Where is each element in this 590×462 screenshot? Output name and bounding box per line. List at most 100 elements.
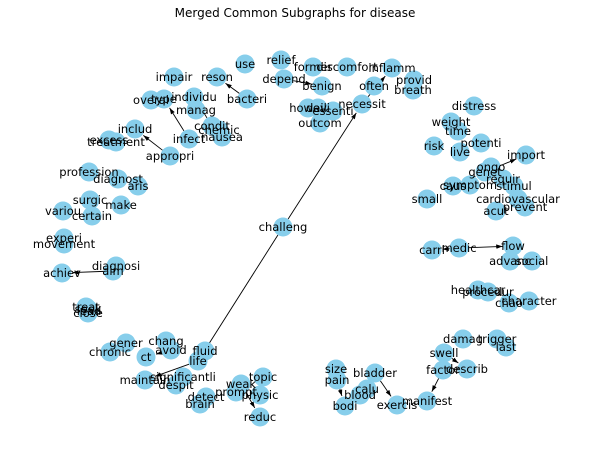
- node-physic[interactable]: [250, 385, 270, 405]
- node-discomfort[interactable]: [337, 57, 357, 77]
- node-manifest[interactable]: [417, 391, 437, 411]
- node-seek[interactable]: [78, 299, 98, 319]
- node-carri[interactable]: [422, 240, 442, 260]
- node-certain[interactable]: [82, 206, 102, 226]
- node-bladder[interactable]: [365, 363, 385, 383]
- node-symptom[interactable]: [460, 175, 480, 195]
- node-label-flow: flow: [501, 239, 525, 253]
- node-label-reson: reson: [201, 70, 233, 84]
- node-outcom[interactable]: [310, 113, 330, 133]
- node-brain[interactable]: [190, 394, 210, 414]
- node-includ[interactable]: [125, 119, 145, 139]
- node-label-advanc: advanc: [489, 254, 531, 268]
- node-time[interactable]: [448, 121, 468, 141]
- node-calu[interactable]: [357, 379, 377, 399]
- node-infect[interactable]: [179, 129, 199, 149]
- node-exercis[interactable]: [387, 395, 407, 415]
- node-topic[interactable]: [253, 367, 273, 387]
- node-label-procedur: procedur: [462, 285, 514, 299]
- node-former[interactable]: [303, 57, 323, 77]
- node-label-fluid: fluid: [192, 344, 217, 358]
- node-often[interactable]: [364, 76, 384, 96]
- node-character[interactable]: [519, 291, 539, 311]
- node-label-calu: calu: [355, 382, 379, 396]
- node-avoid[interactable]: [161, 340, 181, 360]
- node-label-pain: pain: [325, 373, 350, 387]
- node-procedur[interactable]: [478, 282, 498, 302]
- node-damag[interactable]: [453, 329, 473, 349]
- node-prompt[interactable]: [226, 382, 246, 402]
- node-factor[interactable]: [433, 360, 453, 380]
- node-nausea[interactable]: [212, 127, 232, 147]
- node-daili[interactable]: [308, 98, 328, 118]
- node-pain[interactable]: [327, 370, 347, 390]
- node-relief[interactable]: [271, 50, 291, 70]
- node-describ[interactable]: [457, 359, 477, 379]
- node-label-discomfort: discomfort: [316, 60, 378, 74]
- node-potenti[interactable]: [471, 133, 491, 153]
- node-despit[interactable]: [166, 375, 186, 395]
- node-challeng[interactable]: [273, 217, 293, 237]
- graph-title: Merged Common Subgraphs for disease: [175, 6, 416, 20]
- node-swell[interactable]: [434, 343, 454, 363]
- node-caus[interactable]: [443, 176, 463, 196]
- node-achiev[interactable]: [52, 263, 72, 283]
- node-life[interactable]: [188, 351, 208, 371]
- node-treatment[interactable]: [106, 132, 126, 152]
- node-aim[interactable]: [103, 261, 123, 281]
- node-impair[interactable]: [164, 67, 184, 87]
- node-social[interactable]: [522, 251, 542, 271]
- node-depend[interactable]: [274, 69, 294, 89]
- node-label-profession: profession: [59, 165, 118, 179]
- node-aris[interactable]: [128, 176, 148, 196]
- node-ct[interactable]: [136, 347, 156, 367]
- node-bodi[interactable]: [335, 396, 355, 416]
- node-profession[interactable]: [79, 162, 99, 182]
- node-maintain[interactable]: [135, 370, 155, 390]
- node-movement[interactable]: [54, 234, 74, 254]
- node-chao[interactable]: [499, 293, 519, 313]
- node-breath[interactable]: [403, 80, 423, 100]
- node-manag[interactable]: [186, 100, 206, 120]
- node-label-risk: risk: [424, 139, 445, 153]
- node-live[interactable]: [450, 142, 470, 162]
- node-flow[interactable]: [503, 236, 523, 256]
- node-advanc[interactable]: [500, 251, 520, 271]
- node-chronic[interactable]: [100, 342, 120, 362]
- node-import[interactable]: [516, 145, 536, 165]
- edge-bacteri-reson: [225, 82, 240, 94]
- node-reson[interactable]: [207, 67, 227, 87]
- node-label-often: often: [359, 79, 389, 93]
- node-last[interactable]: [496, 337, 516, 357]
- node-gener[interactable]: [116, 333, 136, 353]
- node-reduc[interactable]: [250, 407, 270, 427]
- node-make[interactable]: [111, 195, 131, 215]
- node-label-manag: manag: [176, 103, 216, 117]
- node-label-weight: weight: [432, 115, 471, 129]
- node-label-treat: treat: [72, 300, 100, 314]
- node-appropri[interactable]: [160, 146, 180, 166]
- node-necessit[interactable]: [352, 94, 372, 114]
- node-bacteri[interactable]: [237, 89, 257, 109]
- node-type[interactable]: [154, 89, 174, 109]
- node-use[interactable]: [235, 54, 255, 74]
- node-label-depend: depend: [262, 72, 305, 86]
- node-inflamm[interactable]: [382, 58, 402, 78]
- node-essenti[interactable]: [323, 101, 343, 121]
- node-medic[interactable]: [449, 238, 469, 258]
- node-diagnost[interactable]: [108, 169, 128, 189]
- node-label-lead: lead: [77, 304, 102, 318]
- node-genet[interactable]: [475, 162, 495, 182]
- node-risk[interactable]: [424, 136, 444, 156]
- node-label-includ: includ: [118, 122, 153, 136]
- node-distress[interactable]: [464, 96, 484, 116]
- node-prevent[interactable]: [515, 197, 535, 217]
- node-label-avoid: avoid: [155, 343, 186, 357]
- node-benign[interactable]: [312, 76, 332, 96]
- node-label-manifest: manifest: [402, 394, 453, 408]
- node-surgic[interactable]: [80, 190, 100, 210]
- node-label-maintain: maintain: [120, 373, 171, 387]
- node-small[interactable]: [417, 189, 437, 209]
- node-acut[interactable]: [486, 201, 506, 221]
- node-variou[interactable]: [53, 201, 73, 221]
